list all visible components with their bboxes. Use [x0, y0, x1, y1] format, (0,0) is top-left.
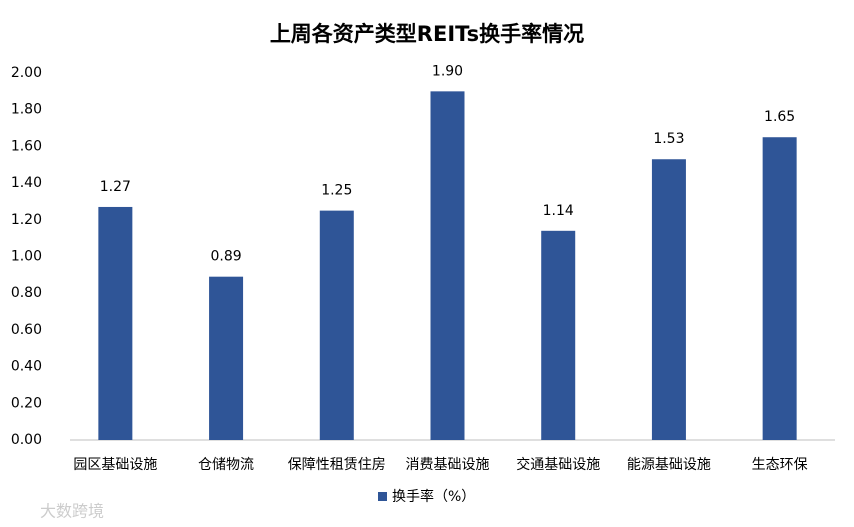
data-label: 1.25: [321, 183, 352, 199]
y-tick-label: 2.00: [11, 65, 42, 81]
bar: [209, 276, 244, 440]
x-tick-label: 园区基础设施: [73, 456, 157, 473]
bar: [762, 137, 797, 440]
x-tick-label: 仓储物流: [198, 457, 254, 473]
data-label: 1.90: [432, 63, 463, 79]
bar: [98, 206, 133, 440]
bar: [651, 159, 686, 440]
data-label: 1.53: [653, 131, 684, 147]
legend-label: 换手率（%）: [392, 488, 475, 505]
x-tick-label: 交通基础设施: [516, 456, 600, 473]
data-label: 1.65: [764, 109, 795, 125]
y-tick-label: 0.20: [11, 395, 42, 411]
y-tick-label: 1.40: [11, 175, 42, 191]
bar: [319, 210, 354, 440]
x-tick-label: 生态环保: [752, 457, 808, 473]
legend-swatch: [378, 492, 387, 501]
y-tick-label: 0.80: [11, 285, 42, 301]
y-tick-label: 1.20: [11, 212, 42, 228]
x-tick-label: 能源基础设施: [627, 456, 711, 473]
x-tick-label: 保障性租赁住房: [288, 457, 386, 473]
y-tick-label: 0.40: [11, 359, 42, 375]
y-tick-label: 1.60: [11, 138, 42, 154]
y-tick-label: 1.00: [11, 249, 42, 265]
bar: [430, 91, 465, 440]
data-label: 1.27: [100, 179, 131, 195]
watermark: 大数跨境: [40, 502, 104, 521]
y-tick-label: 0.60: [11, 322, 42, 338]
chart-title: 上周各资产类型REITs换手率情况: [270, 22, 584, 46]
x-tick-label: 消费基础设施: [406, 456, 490, 473]
y-tick-label: 0.00: [11, 432, 42, 448]
data-label: 0.89: [210, 249, 241, 265]
y-tick-label: 1.80: [11, 102, 42, 118]
data-label: 1.14: [543, 203, 574, 219]
bar: [541, 230, 576, 440]
